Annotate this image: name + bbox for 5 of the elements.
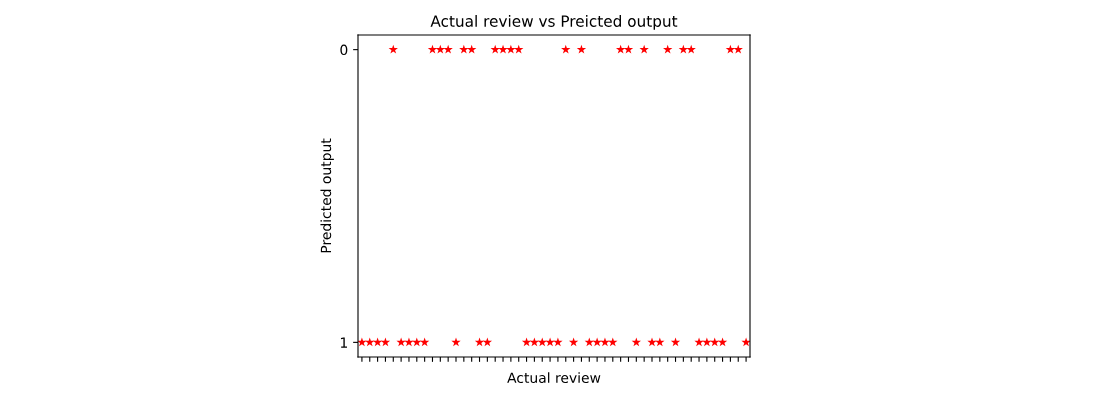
y-axis-title: Predicted output [320, 138, 334, 253]
y-tick-label: 0 [340, 44, 348, 56]
y-tick-label: 1 [340, 337, 347, 348]
chart-title: Actual review vs Preicted output [430, 15, 678, 30]
x-axis-title: Actual review [507, 372, 601, 384]
